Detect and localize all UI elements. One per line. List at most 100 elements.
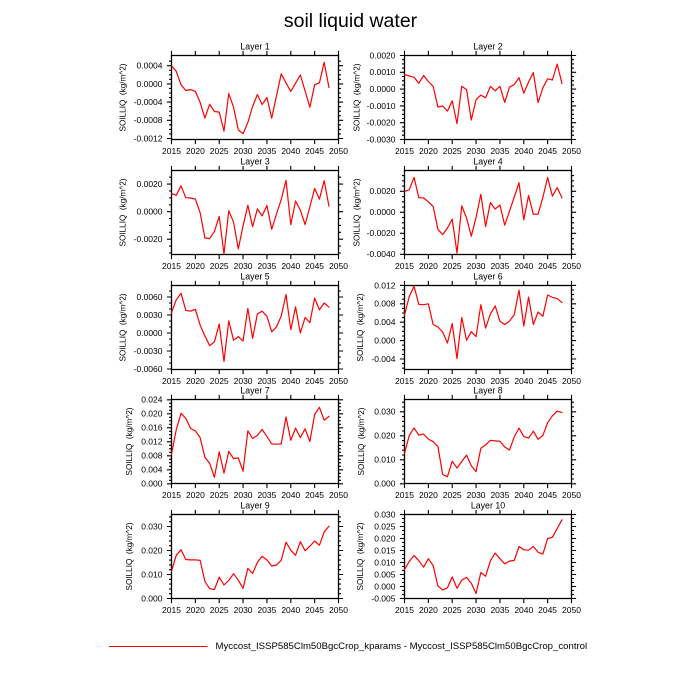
svg-text:Layer 9: Layer 9 (240, 501, 269, 511)
svg-text:-0.0020: -0.0020 (134, 234, 163, 244)
svg-text:2030: 2030 (234, 490, 253, 500)
svg-text:0.0000: 0.0000 (137, 328, 163, 338)
svg-text:-0.0030: -0.0030 (367, 134, 396, 144)
svg-text:2030: 2030 (234, 146, 253, 156)
svg-text:SOILLIQ (kg/m^2): SOILLIQ (kg/m^2) (357, 407, 366, 475)
svg-text:2025: 2025 (210, 605, 229, 615)
svg-text:0.020: 0.020 (374, 431, 396, 441)
svg-text:Layer 6: Layer 6 (473, 272, 502, 282)
svg-text:2015: 2015 (395, 146, 414, 156)
svg-text:2040: 2040 (514, 261, 533, 271)
svg-text:0.008: 0.008 (141, 451, 163, 461)
svg-text:-0.0004: -0.0004 (134, 97, 163, 107)
svg-text:0.030: 0.030 (141, 521, 163, 531)
svg-text:SOILLIQ (kg/m^2): SOILLIQ (kg/m^2) (118, 178, 127, 246)
svg-text:0.000: 0.000 (141, 593, 163, 603)
svg-text:0.000: 0.000 (141, 479, 163, 489)
svg-text:2040: 2040 (514, 146, 533, 156)
svg-text:-0.005: -0.005 (371, 593, 395, 603)
svg-text:2035: 2035 (490, 261, 509, 271)
svg-text:Layer 10: Layer 10 (471, 501, 505, 511)
svg-text:0.0000: 0.0000 (370, 207, 396, 217)
svg-text:2050: 2050 (329, 261, 348, 271)
svg-text:2025: 2025 (443, 605, 462, 615)
svg-text:2025: 2025 (443, 490, 462, 500)
svg-text:2015: 2015 (162, 490, 181, 500)
svg-text:0.020: 0.020 (374, 533, 396, 543)
svg-text:2015: 2015 (395, 490, 414, 500)
svg-text:0.0000: 0.0000 (137, 79, 163, 89)
svg-text:SOILLIQ (kg/m^2): SOILLIQ (kg/m^2) (125, 407, 134, 475)
svg-text:0.010: 0.010 (374, 455, 396, 465)
svg-text:0.020: 0.020 (141, 409, 163, 419)
svg-text:2015: 2015 (395, 261, 414, 271)
svg-text:soil liquid water: soil liquid water (284, 10, 418, 32)
svg-text:2035: 2035 (490, 490, 509, 500)
svg-text:0.0020: 0.0020 (370, 50, 396, 60)
svg-text:Layer 8: Layer 8 (473, 386, 502, 396)
svg-text:2035: 2035 (490, 605, 509, 615)
svg-text:0.0000: 0.0000 (370, 84, 396, 94)
svg-text:SOILLIQ (kg/m^2): SOILLIQ (kg/m^2) (356, 293, 365, 361)
svg-text:-0.0020: -0.0020 (367, 118, 396, 128)
svg-text:2045: 2045 (538, 376, 557, 386)
svg-text:2040: 2040 (514, 605, 533, 615)
svg-text:2040: 2040 (514, 376, 533, 386)
svg-text:2045: 2045 (305, 605, 324, 615)
svg-text:2045: 2045 (305, 146, 324, 156)
svg-text:0.030: 0.030 (374, 407, 396, 417)
svg-text:0.0020: 0.0020 (137, 179, 163, 189)
svg-text:2020: 2020 (419, 376, 438, 386)
svg-text:2045: 2045 (305, 490, 324, 500)
svg-text:0.000: 0.000 (374, 581, 396, 591)
svg-text:2030: 2030 (467, 146, 486, 156)
svg-text:Layer 7: Layer 7 (240, 386, 269, 396)
svg-text:0.015: 0.015 (374, 545, 396, 555)
svg-text:SOILLIQ (kg/m^2): SOILLIQ (kg/m^2) (353, 178, 362, 246)
svg-text:-0.0012: -0.0012 (134, 133, 163, 143)
svg-text:2040: 2040 (281, 261, 300, 271)
svg-text:2050: 2050 (562, 261, 581, 271)
svg-text:2020: 2020 (186, 261, 205, 271)
svg-text:0.0000: 0.0000 (137, 207, 163, 217)
svg-text:-0.0008: -0.0008 (134, 115, 163, 125)
svg-text:0.008: 0.008 (374, 299, 396, 309)
svg-text:SOILLIQ (kg/m^2): SOILLIQ (kg/m^2) (353, 63, 362, 131)
svg-text:SOILLIQ (kg/m^2): SOILLIQ (kg/m^2) (356, 522, 365, 590)
svg-text:2050: 2050 (562, 376, 581, 386)
svg-text:0.025: 0.025 (374, 521, 396, 531)
svg-text:2030: 2030 (234, 376, 253, 386)
svg-text:2035: 2035 (257, 490, 276, 500)
svg-text:2015: 2015 (395, 605, 414, 615)
svg-text:0.0010: 0.0010 (370, 67, 396, 77)
svg-text:-0.0010: -0.0010 (367, 101, 396, 111)
svg-text:2050: 2050 (562, 605, 581, 615)
svg-text:2020: 2020 (186, 376, 205, 386)
svg-text:2030: 2030 (234, 261, 253, 271)
svg-text:2025: 2025 (210, 376, 229, 386)
svg-text:2015: 2015 (162, 376, 181, 386)
svg-text:Layer 2: Layer 2 (473, 42, 502, 52)
svg-text:0.030: 0.030 (374, 509, 396, 519)
svg-text:0.004: 0.004 (374, 317, 396, 327)
svg-text:2045: 2045 (538, 490, 557, 500)
svg-text:2035: 2035 (257, 261, 276, 271)
svg-text:2020: 2020 (419, 261, 438, 271)
svg-text:2035: 2035 (490, 376, 509, 386)
svg-text:2050: 2050 (562, 490, 581, 500)
svg-text:2025: 2025 (210, 146, 229, 156)
svg-text:2025: 2025 (443, 146, 462, 156)
svg-text:Layer 4: Layer 4 (473, 157, 502, 167)
svg-text:2035: 2035 (257, 605, 276, 615)
svg-text:2030: 2030 (467, 490, 486, 500)
svg-text:0.010: 0.010 (374, 557, 396, 567)
svg-text:2035: 2035 (490, 146, 509, 156)
svg-text:2040: 2040 (281, 376, 300, 386)
svg-text:2050: 2050 (329, 490, 348, 500)
svg-text:2020: 2020 (419, 490, 438, 500)
svg-text:2030: 2030 (467, 376, 486, 386)
svg-text:2030: 2030 (467, 605, 486, 615)
svg-text:2030: 2030 (467, 261, 486, 271)
svg-text:2040: 2040 (514, 490, 533, 500)
svg-text:0.024: 0.024 (141, 395, 163, 405)
